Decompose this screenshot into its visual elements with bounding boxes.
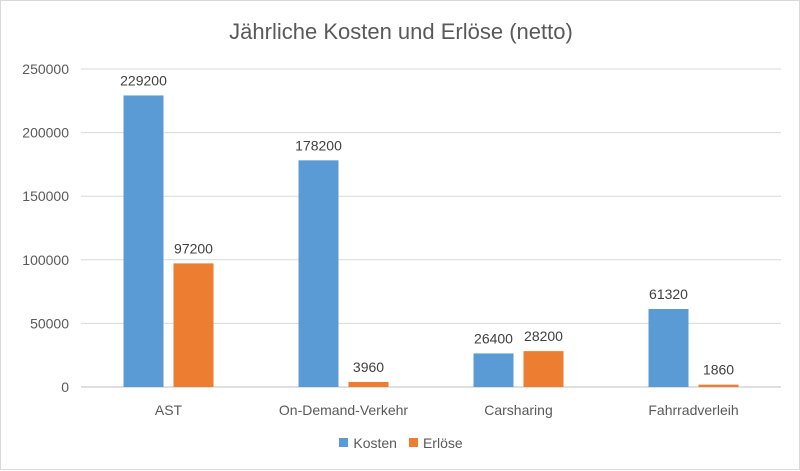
data-label: 26400 — [474, 330, 513, 346]
legend-item-kosten: Kosten — [339, 435, 397, 451]
x-category-label: On-Demand-Verkehr — [279, 402, 409, 418]
x-category-label: Carsharing — [484, 402, 552, 418]
bar-erlöse — [698, 384, 739, 387]
y-tick-label: 50000 — [30, 315, 69, 331]
chart-legend: Kosten Erlöse — [1, 434, 800, 451]
bar-kosten — [123, 95, 164, 387]
data-label: 28200 — [524, 328, 563, 344]
y-tick-label: 250000 — [22, 61, 69, 77]
data-label: 3960 — [353, 359, 384, 375]
legend-label: Erlöse — [422, 434, 463, 451]
bar-erlöse — [173, 263, 214, 387]
x-category-label: AST — [155, 402, 183, 418]
y-tick-label: 0 — [61, 379, 69, 395]
chart-title: Jährliche Kosten und Erlöse (netto) — [229, 19, 573, 44]
bar-kosten — [648, 309, 689, 387]
data-label: 229200 — [120, 72, 167, 88]
data-label: 178200 — [295, 137, 342, 153]
data-label: 1860 — [703, 362, 734, 378]
y-tick-label: 100000 — [22, 252, 69, 268]
data-label: 97200 — [174, 240, 213, 256]
bar-kosten — [473, 353, 514, 387]
y-tick-label: 150000 — [22, 188, 69, 204]
bar-erlöse — [348, 381, 389, 387]
legend-swatch — [339, 438, 349, 447]
legend-item-erlöse: Erlöse — [408, 434, 463, 451]
x-category-label: Fahrradverleih — [648, 402, 738, 418]
bar-erlöse — [523, 351, 564, 387]
legend-label: Kosten — [353, 434, 397, 451]
data-label: 61320 — [649, 286, 688, 302]
legend-swatch — [408, 438, 418, 447]
y-tick-label: 200000 — [22, 125, 69, 141]
bar-kosten — [298, 160, 339, 387]
